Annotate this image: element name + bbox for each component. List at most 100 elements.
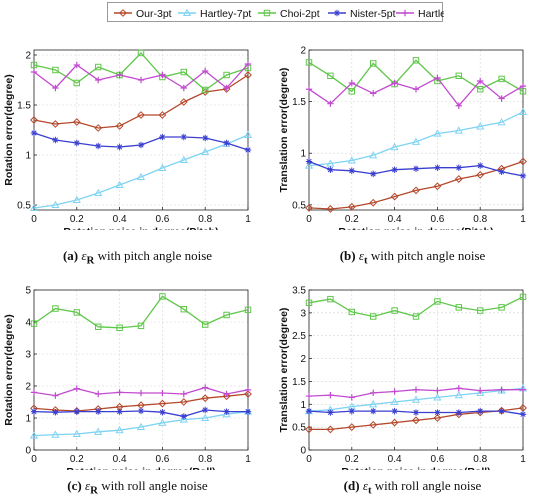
plot-c: 0 0.2 0.4 0.6 0.8 1 0 1 2 3 4 5 Rotation noise in de… [3,286,253,470]
legend-marker [263,9,271,17]
data-point [244,71,252,79]
data-point [498,407,505,415]
data-point [95,390,102,398]
data-point [454,175,463,183]
data-point [94,427,103,435]
data-point [348,79,355,87]
data-point [433,414,442,422]
data-point [326,425,335,434]
plot-d: 0 0.2 0.4 0.6 0.8 1 0 0.5 1 1.5 2 2.5 3 3.5 Rotation n… [278,286,528,470]
data-point [305,204,313,212]
legend-label: Our-3pt [136,8,172,20]
series-hartley-7pt [29,130,253,212]
series-hartley-8pt [30,384,252,399]
data-point [390,418,399,427]
data-point [327,166,334,173]
data-point [519,157,527,166]
data-point [476,388,485,396]
data-point [30,408,38,415]
x-axis-label: Rotation noise in degree(Pitch) [63,226,218,230]
caption-subscript: t [367,484,372,497]
data-point [73,408,80,415]
data-point [136,422,146,431]
legend-marker [119,9,127,17]
caption-a: (a) εR with pitch angle noise [0,248,275,267]
data-point [30,129,38,137]
x-tick-label: 1 [520,454,526,465]
data-point [477,387,484,394]
series-our-3pt [305,157,527,213]
caption-label: (c) [67,478,82,493]
data-point [201,86,209,94]
data-point [137,76,145,84]
plot-a: 0 0.2 0.4 0.6 0.8 1 0.5 1 1.5 2 Rotation noise in … [3,49,253,230]
series-line [308,111,524,167]
caption-subscript: R [86,254,95,267]
x-tick-label: 0.2 [70,214,84,225]
data-point [455,409,462,416]
y-tick-label: 1.5 [292,97,306,108]
data-point [223,390,230,398]
data-point [202,406,209,414]
data-point [201,147,210,156]
caption-text: with roll angle noise [101,478,208,493]
data-point [223,71,230,79]
caption-b: (b) εt with pitch angle noise [275,248,550,267]
data-point [52,66,59,74]
x-tick-label: 0 [31,214,37,225]
data-point [370,407,377,415]
data-point [51,120,60,128]
data-point [244,408,252,415]
data-point [180,84,187,92]
data-point [412,386,420,393]
x-tick-label: 0.6 [430,454,444,465]
data-point [52,136,59,144]
series-nister-5pt [305,407,527,418]
data-point [158,163,167,172]
data-point [137,389,145,397]
data-point [201,413,210,422]
data-point [412,165,420,172]
caption-text: with pitch angle noise [97,248,213,263]
data-point [498,95,505,102]
data-point [519,411,527,418]
data-point [391,79,398,87]
x-tick-label: 0.2 [70,454,84,465]
data-point [29,203,39,212]
y-tick-label: 2 [300,354,306,365]
y-tick-label: 1 [25,151,31,162]
y-tick-label: 2.5 [292,331,306,342]
data-point [411,137,421,145]
data-point [158,418,167,426]
series-line [33,393,249,412]
data-point [159,71,166,79]
data-point [434,409,441,416]
y-tick-label: 2 [25,51,31,62]
data-point [223,311,230,319]
data-point [412,416,420,425]
data-point [30,68,38,76]
data-point [137,407,145,415]
data-point [369,60,377,67]
data-point [476,122,485,130]
x-tick-label: 0.6 [155,214,169,225]
data-point [477,407,484,415]
x-tick-label: 0.4 [388,454,402,465]
data-point [369,313,377,320]
data-point [477,77,484,85]
data-point [305,392,313,400]
data-point [179,98,188,106]
data-point [326,159,335,167]
y-tick-label: 0 [25,446,31,457]
data-point [94,188,103,197]
data-point [369,400,378,408]
y-tick-label: 1.5 [292,377,306,388]
data-point [348,394,355,401]
series-nister-5pt [30,406,252,420]
data-point [369,151,378,159]
data-point [73,309,81,316]
data-point [412,186,420,195]
axes-frame [33,289,249,451]
legend-entry: Hartley-8pt [396,8,444,20]
data-point [115,122,124,130]
